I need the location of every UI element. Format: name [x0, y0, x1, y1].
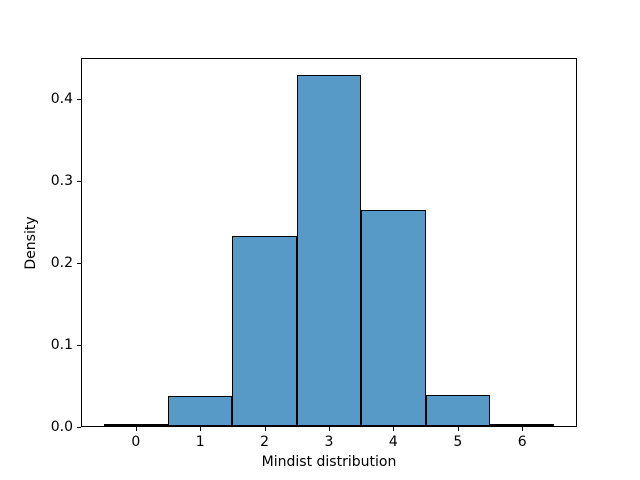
y-tick-mark — [77, 427, 81, 428]
plot-area — [81, 58, 577, 427]
histogram-bar — [361, 210, 426, 426]
x-tick-mark — [200, 427, 201, 431]
x-tick-mark — [265, 427, 266, 431]
x-tick-label: 0 — [131, 434, 141, 450]
x-tick-label: 5 — [453, 434, 463, 450]
y-tick-mark — [77, 263, 81, 264]
x-tick-label: 2 — [260, 434, 270, 450]
y-tick-mark — [77, 99, 81, 100]
histogram-bar — [296, 75, 362, 426]
histogram-bar — [232, 236, 297, 426]
y-tick-label: 0.3 — [50, 173, 73, 189]
x-tick-mark — [136, 427, 137, 431]
x-tick-mark — [522, 427, 523, 431]
x-axis-label: Mindist distribution — [261, 454, 397, 470]
y-tick-mark — [77, 345, 81, 346]
x-tick-mark — [329, 427, 330, 431]
y-tick-label: 0.1 — [50, 337, 73, 353]
x-tick-label: 1 — [195, 434, 205, 450]
y-tick-label: 0.4 — [50, 91, 73, 107]
y-tick-mark — [77, 181, 81, 182]
y-tick-label: 0.2 — [50, 255, 73, 271]
x-tick-mark — [458, 427, 459, 431]
histogram-bar — [103, 424, 168, 426]
y-axis-label: Density — [23, 215, 39, 270]
histogram-bar — [168, 396, 233, 426]
x-tick-label: 4 — [388, 434, 398, 450]
histogram-bar — [425, 395, 490, 426]
y-tick-label: 0.0 — [50, 419, 73, 435]
histogram-bar — [490, 424, 555, 426]
x-tick-label: 6 — [517, 434, 527, 450]
x-tick-label: 3 — [324, 434, 334, 450]
x-tick-mark — [393, 427, 394, 431]
